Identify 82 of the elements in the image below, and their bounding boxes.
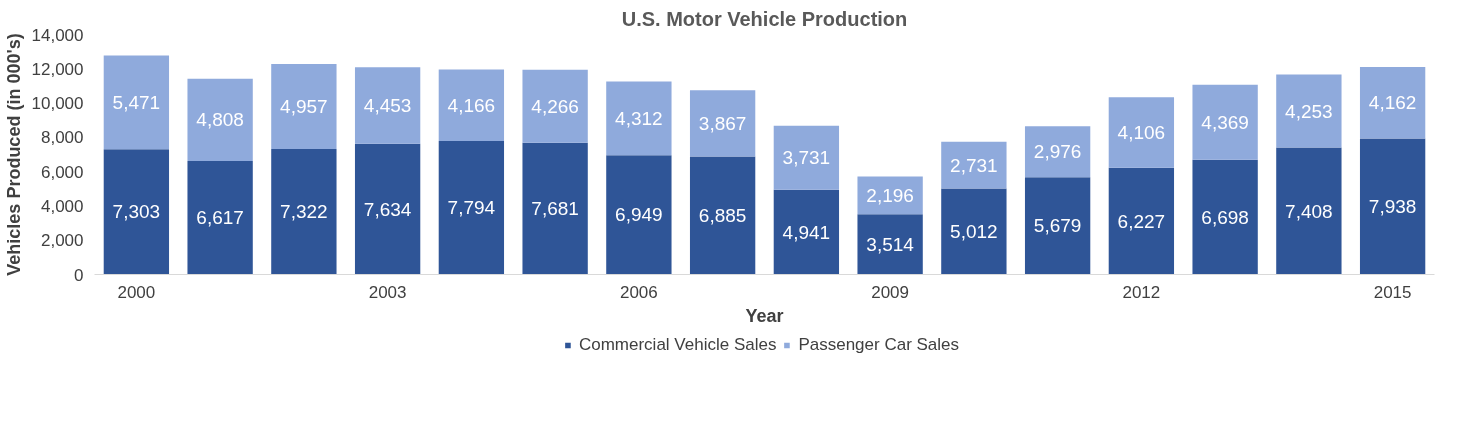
data-label: 4,312 [615, 107, 663, 129]
x-tick-label: 2006 [619, 282, 658, 302]
data-label: 6,698 [1201, 206, 1249, 228]
bar [857, 214, 923, 275]
x-tick-label: 2012 [1122, 282, 1161, 302]
data-label: 2,731 [950, 154, 998, 176]
data-label: 7,794 [447, 197, 496, 219]
bar [1276, 147, 1342, 275]
data-label: 7,938 [1368, 195, 1417, 217]
data-label: 6,617 [196, 207, 244, 229]
data-label: 3,514 [866, 233, 915, 255]
bar [941, 188, 1007, 275]
bar [606, 155, 672, 275]
bar [1024, 177, 1091, 275]
data-label: 6,227 [1117, 210, 1166, 232]
legend-label: Passenger Car Sales [798, 335, 960, 355]
data-label: 4,941 [782, 221, 831, 243]
data-label: 4,453 [363, 94, 412, 116]
x-tick-label: 2015 [1373, 282, 1412, 302]
bar [1359, 67, 1426, 139]
bar [689, 156, 756, 275]
data-label: 4,162 [1368, 92, 1417, 114]
data-label: 4,808 [196, 109, 244, 131]
bar [773, 125, 840, 190]
data-label: 7,634 [363, 198, 412, 220]
bar [689, 90, 756, 157]
data-label: 7,681 [531, 198, 579, 220]
x-tick-label: 2009 [871, 282, 910, 302]
bar [271, 64, 337, 149]
data-label: 4,266 [531, 95, 579, 117]
bar [1359, 138, 1426, 275]
bar [1276, 74, 1342, 148]
data-label: 4,253 [1285, 100, 1333, 122]
bar [354, 67, 421, 144]
bar [1108, 97, 1175, 168]
data-label: 4,369 [1201, 111, 1249, 133]
bar [941, 141, 1007, 189]
data-label: 4,106 [1117, 122, 1166, 144]
y-tick-label: 14,000 [31, 25, 84, 45]
y-tick-label: 6,000 [40, 162, 84, 182]
bar [606, 81, 672, 156]
bar [1192, 84, 1258, 160]
data-label: 5,012 [950, 221, 998, 243]
y-tick-label: 12,000 [31, 59, 84, 79]
bar [1108, 167, 1175, 275]
data-label: 7,303 [112, 201, 161, 223]
bar [187, 161, 253, 275]
y-axis-title: Vehicles Produced (in 000's) [3, 33, 24, 276]
data-label: 6,885 [698, 204, 747, 226]
data-label: 5,679 [1033, 215, 1082, 237]
data-label: 7,322 [280, 201, 328, 223]
data-label: 3,867 [698, 112, 747, 134]
x-tick-label: 2000 [117, 282, 156, 302]
data-label: 3,731 [782, 147, 831, 169]
data-label: 4,166 [447, 94, 496, 116]
data-label: 5,471 [112, 91, 161, 113]
y-tick-label: 8,000 [40, 128, 84, 148]
y-tick-label: 10,000 [31, 94, 84, 114]
chart-title: U.S. Motor Vehicle Production [621, 7, 908, 30]
bar [773, 189, 840, 275]
bar [522, 69, 588, 143]
bar [187, 78, 253, 162]
data-label: 2,196 [866, 184, 914, 206]
bar [103, 149, 170, 275]
bar [522, 142, 588, 275]
y-tick-label: 4,000 [40, 196, 84, 216]
bar [1192, 159, 1258, 275]
y-tick-label: 2,000 [40, 231, 84, 251]
x-tick-label: 2003 [368, 282, 407, 302]
legend-label: Commercial Vehicle Sales [578, 335, 777, 355]
bar [271, 148, 337, 275]
bar [438, 69, 505, 141]
y-tick-label: 0 [74, 265, 84, 285]
bar [103, 55, 170, 150]
data-label: 2,976 [1033, 141, 1082, 163]
data-label: 4,957 [280, 95, 328, 117]
data-label: 7,408 [1285, 200, 1333, 222]
bar [1024, 126, 1091, 178]
bar [354, 143, 421, 275]
bar [438, 140, 505, 275]
x-axis-title: Year [745, 305, 784, 326]
data-label: 6,949 [615, 204, 663, 226]
